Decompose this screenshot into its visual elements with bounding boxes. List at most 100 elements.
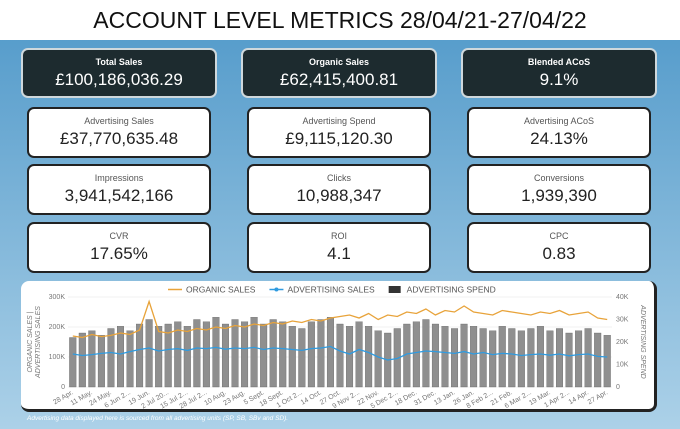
bar [355,321,363,388]
page-title: ACCOUNT LEVEL METRICS 28/04/21-27/04/22 [0,0,680,40]
footnote: Advertising data displayed here is sourc… [27,415,289,422]
headline-card: Organic Sales £62,415,400.81 [241,48,437,98]
bar [479,328,487,388]
bar [279,321,287,388]
bar [212,317,220,388]
bar [508,328,516,388]
y2-tick-label: 10K [616,361,629,368]
card-label: Clicks [327,173,351,183]
bar [498,326,506,388]
bar [317,319,325,388]
y2-axis-label: ADVERTISING SPEND [639,304,646,378]
y-axis-label: ADVERTISING SALES [35,306,42,379]
x-tick-label: 23 Aug. [222,389,246,407]
y2-tick-label: 30K [616,316,629,323]
card-label: ROI [330,231,347,241]
legend-swatch [388,286,401,293]
bar [460,323,468,388]
bar [164,323,172,388]
y-tick-label: 100K [49,354,66,361]
line-series [72,299,608,339]
bar [336,323,344,388]
bar [536,326,544,388]
y2-tick-label: 0 [616,384,620,391]
card-value: 1,939,390 [521,186,597,205]
card-label: Blended ACoS [527,57,591,67]
x-tick-label: 31 Dec. [413,389,437,407]
bar [145,319,153,388]
bar [374,330,382,388]
x-tick-label: 13 Jan. [433,389,456,407]
card-value: £100,186,036.29 [55,70,183,89]
card-label: Advertising ACoS [523,116,595,126]
x-tick-label: 27 Apr. [587,389,609,406]
bar [107,328,115,388]
bar [231,319,239,388]
metric-card: CVR 17.65% [27,222,211,273]
bar [202,321,210,388]
bar [594,332,602,388]
card-value: £62,415,400.81 [279,70,399,89]
card-value: 0.83 [542,244,576,263]
metric-card: Advertising Sales £37,770,635.48 [27,107,211,158]
card-label: CVR [109,231,129,241]
metric-card: Impressions 3,941,542,166 [27,164,211,215]
bar [441,326,449,388]
card-value: 3,941,542,166 [64,186,174,205]
y2-tick-label: 40K [616,294,629,301]
bar [346,326,354,388]
bar [183,326,191,388]
y-tick-label: 200K [49,324,66,331]
bar [556,328,563,388]
y2-tick-label: 20K [616,339,629,346]
card-label: Total Sales [95,57,143,67]
card-value: £37,770,635.48 [59,129,179,148]
bar [422,319,430,388]
card-label: Organic Sales [308,57,370,67]
metric-card: Advertising ACoS 24.13% [467,107,651,158]
card-label: Advertising Spend [302,116,376,126]
bar [260,323,268,388]
bar [527,328,535,388]
y-tick-label: 300K [49,294,66,301]
bar [584,328,592,388]
x-tick-label: 14 Oct. [300,389,323,406]
bar [126,330,134,388]
bar [269,319,277,388]
bar [221,323,229,388]
bar [517,330,525,388]
bar [489,330,497,388]
card-value: 4.1 [327,244,351,263]
bar [326,317,334,388]
bar [136,323,144,388]
bar [78,332,86,388]
bar [431,323,439,388]
bar [288,326,296,388]
y-tick-label: 0 [61,384,65,391]
bar [88,330,96,388]
bar [546,330,554,388]
headline-card: Blended ACoS 9.1% [461,48,657,98]
headline-card: Total Sales £100,186,036.29 [21,48,217,98]
legend-label: ADVERTISING SPEND [407,284,496,294]
bar [155,326,163,388]
bar [193,319,201,388]
bar [69,337,77,388]
metric-card: Conversions 1,939,390 [467,164,651,215]
metric-card: ROI 4.1 [247,222,431,273]
card-value: 9.1% [539,70,579,89]
metric-card: Advertising Spend £9,115,120.30 [247,107,431,158]
card-value: £9,115,120.30 [285,129,393,148]
bar [307,321,315,388]
bar [393,328,401,388]
bar [412,321,420,388]
bar [117,326,124,388]
bar [451,328,459,388]
card-value: 24.13% [530,129,588,148]
bar [298,328,306,388]
y-axis-label: ORGANIC SALES | [27,311,34,372]
legend-label: ADVERTISING SALES [287,284,375,294]
legend-dot [274,287,279,292]
